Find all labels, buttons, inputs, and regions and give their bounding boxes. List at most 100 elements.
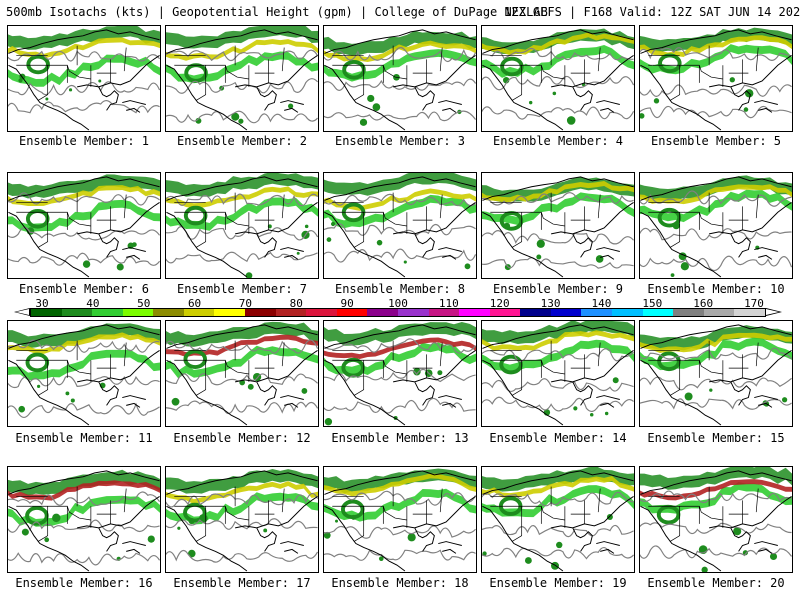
isotach-patch [187, 549, 196, 558]
ensemble-member-caption: Ensemble Member: 10 [647, 282, 785, 296]
isotach-patch [324, 418, 333, 426]
political-borders [332, 192, 443, 248]
isotach-patch [324, 531, 331, 539]
isotach-band [166, 481, 318, 505]
isotach-patch [376, 239, 383, 246]
height-contour [640, 255, 792, 272]
height-contour [324, 110, 476, 122]
isotach-patch [595, 255, 604, 263]
colorbar-tick-label: 100 [388, 297, 408, 310]
coastline [8, 324, 160, 426]
model-valid-time: 12Z GEFS | F168 Valid: 12Z SAT JUN 14 20… [504, 5, 800, 19]
ensemble-member-map [639, 172, 793, 279]
height-contour [166, 518, 318, 530]
isotach-patch [127, 242, 134, 249]
isotach-band [8, 54, 160, 87]
colorbar-swatch [703, 309, 735, 316]
height-contour [640, 490, 792, 504]
ensemble-member-map [323, 320, 477, 427]
coastline [324, 324, 476, 426]
colorbar-swatch [611, 309, 643, 316]
colorbar-tick-label: 140 [591, 297, 612, 310]
isotach-patch [781, 397, 788, 403]
isotach-patch [403, 260, 407, 264]
height-contour [482, 106, 634, 120]
isotach-patch [684, 392, 693, 401]
member-map-svg [640, 324, 792, 426]
closed-low-isotach [26, 54, 50, 75]
height-contour [640, 84, 792, 97]
isotach-band [640, 35, 792, 58]
isotach-band [482, 467, 634, 492]
member-map-svg [324, 173, 476, 278]
isotach-patch [52, 513, 61, 523]
ensemble-member-map [165, 25, 319, 132]
member-map-svg [166, 321, 318, 426]
closed-low-isotach [25, 352, 50, 373]
height-contour [8, 402, 160, 418]
height-contour [166, 49, 318, 62]
political-borders [174, 45, 285, 101]
member-map-svg [640, 467, 792, 572]
ensemble-member-map [639, 466, 793, 573]
coastline [8, 29, 160, 131]
isotach-patch [247, 383, 254, 390]
colorbar-swatch [459, 309, 490, 316]
isotach-patch [653, 98, 660, 104]
ensemble-member-caption: Ensemble Member: 15 [647, 431, 785, 445]
isotach-band [640, 467, 792, 490]
ensemble-member-caption: Ensemble Member: 4 [492, 134, 624, 148]
ensemble-member-caption: Ensemble Member: 6 [18, 282, 150, 296]
colorbar-tick-label: 160 [693, 297, 714, 310]
isotach-band [324, 473, 476, 497]
isotach-patch [147, 535, 155, 543]
height-contour [166, 549, 318, 563]
political-borders [174, 340, 285, 396]
political-borders [490, 486, 601, 542]
isotach-patch [407, 533, 416, 542]
isotach-patch [335, 519, 338, 523]
isotach-patch [670, 273, 675, 278]
height-contour [8, 491, 160, 506]
ensemble-member-map [7, 172, 161, 279]
isotach-patch [177, 526, 181, 530]
height-contour [482, 546, 634, 560]
isotach-patch [701, 566, 708, 572]
colorbar-swatch [673, 309, 704, 316]
ensemble-member-caption: Ensemble Member: 3 [334, 134, 466, 148]
ensemble-member-caption: Ensemble Member: 2 [176, 134, 308, 148]
isotach-patch [551, 561, 560, 570]
isotach-patch [604, 411, 609, 416]
isotach-patch [238, 118, 244, 124]
colorbar-swatch [306, 309, 337, 316]
ensemble-member-map [481, 466, 635, 573]
isotach-patch [195, 117, 202, 124]
ensemble-member-caption: Ensemble Member: 12 [173, 431, 311, 445]
height-contour [8, 81, 160, 96]
coastline [166, 29, 318, 131]
member-map-svg [8, 323, 160, 426]
closed-low-isotach [499, 354, 523, 375]
isotach-patch [331, 221, 336, 227]
height-contour [324, 47, 476, 63]
isotach-band [8, 26, 160, 50]
isotach-patch [296, 251, 300, 255]
isotach-band [482, 330, 634, 352]
political-borders [490, 45, 601, 101]
ensemble-member-caption: Ensemble Member: 7 [176, 282, 308, 296]
isotach-band [640, 184, 792, 205]
isotach-band [166, 468, 318, 494]
isotach-patch [37, 384, 41, 388]
height-contour [166, 110, 318, 124]
isotach-band [324, 194, 476, 229]
isotach-band [640, 325, 792, 351]
colorbar-swatch [367, 309, 398, 316]
coastline [482, 324, 634, 426]
height-contour [640, 347, 792, 360]
member-map-svg [640, 27, 792, 131]
isotach-patch [304, 224, 309, 229]
height-contour [166, 400, 318, 415]
height-contour [482, 75, 634, 91]
ensemble-member-map [7, 466, 161, 573]
isotach-band [482, 321, 634, 345]
